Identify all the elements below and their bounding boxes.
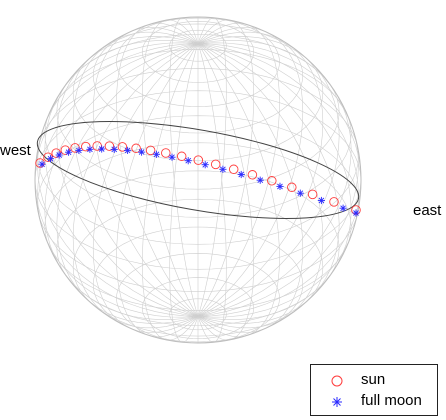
legend-label-full-moon: full moon	[361, 392, 422, 409]
legend-entry-sun: sun	[311, 370, 437, 392]
full-moon-position-marker	[65, 148, 73, 156]
sun-position-marker	[60, 145, 71, 155]
mesh-longitude-line	[92, 27, 304, 333]
full-moon-position-marker	[110, 145, 118, 153]
mesh-longitude-line	[56, 36, 340, 324]
sun-position-marker	[329, 197, 339, 207]
east-label: east	[413, 202, 442, 219]
sun-position-marker	[70, 143, 80, 153]
full-moon-position-marker	[276, 182, 284, 190]
legend-label-sun: sun	[361, 371, 386, 388]
sun-position-marker	[287, 182, 297, 193]
star-marker-icon	[332, 397, 342, 407]
full-moon-position-marker	[317, 196, 325, 205]
sun-position-marker	[210, 159, 221, 170]
mesh-longitude-line	[72, 31, 324, 329]
full-moon-position-marker	[296, 189, 304, 197]
mesh-longitude-line	[92, 27, 304, 333]
mesh-longitude-line	[37, 42, 359, 318]
full-moon-position-marker	[86, 145, 94, 153]
full-moon-position-marker	[201, 161, 209, 169]
sphere-mesh	[34, 16, 362, 344]
full-moon-position-marker	[98, 145, 106, 153]
full-moon-position-marker	[46, 155, 55, 163]
sun-position-marker	[247, 170, 258, 180]
mesh-longitude-line	[37, 42, 359, 318]
horizon-ellipse	[36, 120, 360, 220]
legend-entry-full-moon: full moon	[311, 391, 437, 413]
sun-position-marker	[307, 189, 318, 200]
mesh-longitude-line	[44, 40, 352, 320]
legend: sun full moon	[310, 364, 438, 416]
mesh-longitude-line	[116, 22, 280, 338]
full-moon-position-marker	[138, 148, 146, 156]
sun-position-marker	[193, 155, 204, 165]
sun-position-marker	[145, 145, 156, 156]
mesh-longitude-line	[141, 19, 254, 341]
full-moon-path-markers	[38, 145, 360, 217]
full-moon-position-marker	[38, 160, 46, 168]
full-moon-position-marker	[55, 151, 63, 159]
full-moon-position-marker	[352, 209, 360, 217]
full-moon-position-marker	[168, 153, 176, 161]
full-moon-position-marker	[219, 165, 227, 173]
sun-position-marker	[176, 151, 187, 162]
full-moon-position-marker	[237, 170, 245, 179]
sun-position-marker	[104, 141, 115, 151]
mesh-longitude-line	[116, 22, 280, 338]
sun-position-marker	[161, 148, 171, 158]
sun-position-marker	[131, 143, 141, 154]
mesh-longitude-line	[141, 19, 254, 341]
full-moon-position-marker	[124, 146, 132, 154]
full-moon-position-marker	[75, 146, 83, 154]
sun-position-marker	[228, 164, 239, 175]
mesh-longitude-line	[56, 36, 340, 324]
west-label: west	[0, 142, 31, 159]
full-moon-position-marker	[256, 176, 264, 184]
horizon-line	[36, 120, 360, 220]
sun-position-marker	[267, 176, 277, 186]
circle-marker-icon	[331, 375, 343, 387]
sun-position-marker	[35, 158, 45, 168]
mesh-longitude-line	[44, 40, 352, 320]
sun-position-marker	[117, 142, 128, 152]
full-moon-position-marker	[339, 204, 347, 212]
sphere-outline	[34, 16, 362, 344]
full-moon-position-marker	[184, 157, 192, 165]
full-moon-position-marker	[152, 150, 160, 158]
